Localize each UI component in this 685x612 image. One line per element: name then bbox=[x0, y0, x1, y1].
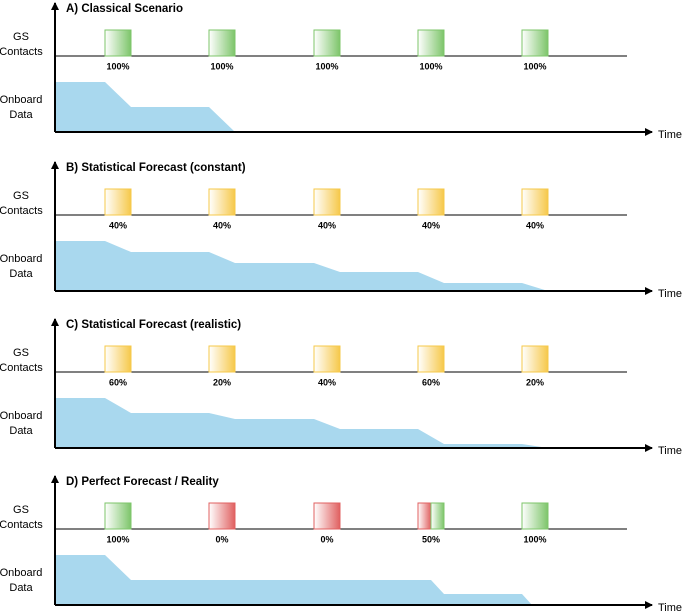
gs-label: GS bbox=[13, 31, 29, 43]
x-label: Time bbox=[658, 445, 682, 457]
contact-percent: 100% bbox=[106, 61, 129, 71]
gs-label: GS bbox=[13, 190, 29, 202]
data-label: Onboard bbox=[0, 567, 42, 579]
contact-box bbox=[313, 502, 341, 530]
contact-percent: 100% bbox=[315, 61, 338, 71]
onboard-data-area bbox=[55, 241, 548, 291]
contact-box bbox=[313, 29, 341, 57]
contact-percent: 100% bbox=[106, 534, 129, 544]
panel-title: A) Classical Scenario bbox=[66, 3, 183, 15]
contact-box bbox=[521, 29, 549, 57]
panel: A) Classical Scenario GS Contacts Onboard Da… bbox=[0, 2, 682, 141]
contact-box bbox=[417, 502, 432, 530]
contact-box bbox=[430, 502, 445, 530]
gs-label: GS bbox=[13, 504, 29, 516]
data-label: Data bbox=[9, 109, 33, 121]
contact-percent: 100% bbox=[523, 61, 546, 71]
panel-title: D) Perfect Forecast / Reality bbox=[66, 476, 219, 488]
panel-title: C) Statistical Forecast (realistic) bbox=[66, 319, 241, 331]
contact-box bbox=[208, 29, 236, 57]
panel: D) Perfect Forecast / Reality GS Contacts O… bbox=[0, 475, 682, 612]
contact-box bbox=[313, 188, 341, 216]
onboard-data-area bbox=[55, 398, 548, 448]
x-label: Time bbox=[658, 288, 682, 300]
contact-percent: 60% bbox=[422, 377, 440, 387]
data-label: Onboard bbox=[0, 410, 42, 422]
data-label: Onboard bbox=[0, 253, 42, 265]
contact-percent: 20% bbox=[526, 377, 544, 387]
contact-percent: 40% bbox=[213, 220, 231, 230]
data-label: Data bbox=[9, 268, 33, 280]
x-label: Time bbox=[658, 602, 682, 612]
gs-label: Contacts bbox=[0, 205, 43, 217]
contact-box bbox=[417, 188, 445, 216]
panel: C) Statistical Forecast (realistic) GS Con… bbox=[0, 318, 682, 457]
contact-percent: 40% bbox=[109, 220, 127, 230]
contact-box bbox=[521, 502, 549, 530]
contact-percent: 50% bbox=[422, 534, 440, 544]
contact-box bbox=[417, 29, 445, 57]
contact-percent: 40% bbox=[318, 377, 336, 387]
contact-percent: 60% bbox=[109, 377, 127, 387]
contact-box bbox=[417, 345, 445, 373]
contact-percent: 100% bbox=[419, 61, 442, 71]
panel: B) Statistical Forecast (constant) GS Cont… bbox=[0, 161, 682, 300]
gs-label: Contacts bbox=[0, 519, 43, 531]
contact-box bbox=[521, 345, 549, 373]
data-label: Data bbox=[9, 582, 33, 594]
x-label: Time bbox=[658, 129, 682, 141]
contact-box bbox=[104, 188, 132, 216]
contact-box bbox=[104, 345, 132, 373]
contact-box bbox=[208, 188, 236, 216]
contact-box bbox=[521, 188, 549, 216]
contact-percent: 100% bbox=[523, 534, 546, 544]
contact-percent: 40% bbox=[526, 220, 544, 230]
gs-label: Contacts bbox=[0, 46, 43, 58]
gs-label: GS bbox=[13, 347, 29, 359]
contact-percent: 0% bbox=[320, 534, 333, 544]
onboard-data-area bbox=[55, 555, 532, 605]
contact-percent: 0% bbox=[215, 534, 228, 544]
data-label: Data bbox=[9, 425, 33, 437]
contact-percent: 40% bbox=[422, 220, 440, 230]
data-label: Onboard bbox=[0, 94, 42, 106]
contact-box bbox=[104, 502, 132, 530]
contact-box bbox=[208, 345, 236, 373]
panel-title: B) Statistical Forecast (constant) bbox=[66, 162, 246, 174]
onboard-data-area bbox=[55, 82, 235, 132]
contact-box bbox=[313, 345, 341, 373]
contact-box bbox=[104, 29, 132, 57]
gs-label: Contacts bbox=[0, 362, 43, 374]
contact-percent: 20% bbox=[213, 377, 231, 387]
contact-percent: 100% bbox=[210, 61, 233, 71]
contact-box bbox=[208, 502, 236, 530]
contact-percent: 40% bbox=[318, 220, 336, 230]
